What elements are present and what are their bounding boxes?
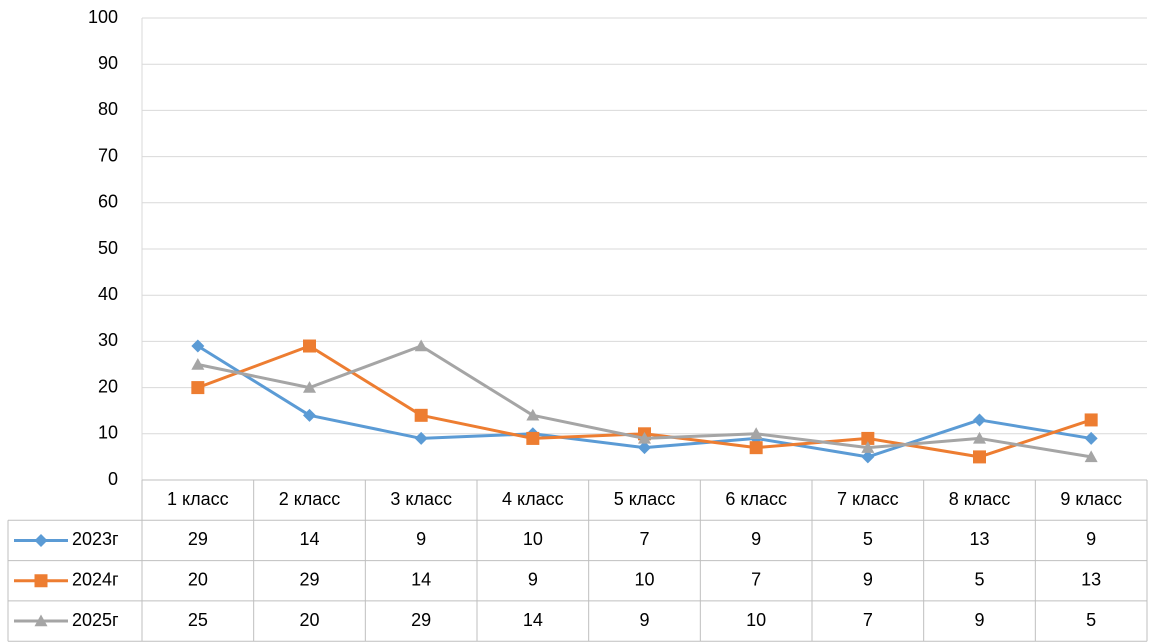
- table-value: 13: [1081, 570, 1101, 590]
- y-tick-label: 100: [88, 7, 118, 27]
- legend-label: 2023г: [72, 529, 119, 549]
- table-value: 5: [974, 570, 984, 590]
- marker: [749, 441, 763, 455]
- marker: [861, 450, 875, 464]
- marker: [861, 431, 875, 445]
- x-tick-label: 2 класс: [279, 489, 341, 509]
- table-value: 9: [416, 529, 426, 549]
- table-value: 9: [528, 570, 538, 590]
- marker: [191, 381, 205, 395]
- legend-label: 2024г: [72, 570, 119, 590]
- marker: [638, 441, 651, 455]
- y-tick-label: 40: [98, 284, 118, 304]
- table-value: 25: [188, 610, 208, 630]
- y-tick-label: 30: [98, 330, 118, 350]
- marker: [191, 358, 205, 370]
- y-tick-label: 20: [98, 376, 118, 396]
- marker: [34, 533, 48, 547]
- table-value: 14: [523, 610, 543, 630]
- marker: [638, 431, 651, 444]
- x-tick-label: 8 класс: [949, 489, 1011, 509]
- table-value: 10: [746, 610, 766, 630]
- table-value: 9: [639, 610, 649, 630]
- table-value: 29: [188, 529, 208, 549]
- x-tick-label: 4 класс: [502, 489, 564, 509]
- table-value: 7: [639, 529, 649, 549]
- marker: [303, 381, 316, 393]
- marker: [34, 614, 48, 627]
- table-value: 14: [411, 570, 431, 590]
- table-value: 10: [523, 529, 543, 549]
- y-tick-label: 50: [98, 238, 118, 258]
- marker: [414, 408, 428, 422]
- table-value: 9: [974, 610, 984, 630]
- marker: [861, 441, 875, 453]
- table-value: 7: [751, 570, 761, 590]
- table-value: 9: [751, 529, 761, 549]
- table-value: 20: [299, 610, 319, 630]
- table-value: 20: [188, 570, 208, 590]
- y-tick-label: 60: [98, 192, 118, 212]
- marker: [1084, 413, 1098, 427]
- marker: [303, 339, 316, 353]
- marker: [973, 413, 986, 427]
- marker: [303, 408, 316, 422]
- table-value: 5: [863, 529, 873, 549]
- x-tick-label: 1 класс: [167, 489, 229, 509]
- y-tick-label: 80: [98, 99, 118, 119]
- x-tick-label: 7 класс: [837, 489, 899, 509]
- marker: [414, 339, 428, 352]
- y-tick-label: 90: [98, 53, 118, 73]
- marker: [973, 450, 986, 464]
- table-value: 14: [299, 529, 319, 549]
- x-tick-label: 9 класс: [1060, 489, 1122, 509]
- x-tick-label: 6 класс: [725, 489, 787, 509]
- table-value: 9: [1086, 529, 1096, 549]
- marker: [34, 574, 48, 588]
- marker: [191, 339, 205, 353]
- marker: [526, 408, 540, 421]
- x-tick-label: 5 класс: [614, 489, 676, 509]
- y-tick-label: 70: [98, 145, 118, 165]
- marker: [749, 427, 763, 439]
- table-value: 29: [299, 570, 319, 590]
- legend-label: 2025г: [72, 610, 119, 630]
- table-value: 13: [969, 529, 989, 549]
- marker: [526, 431, 540, 445]
- table-value: 7: [863, 610, 873, 630]
- table-value: 10: [634, 570, 654, 590]
- marker: [1084, 431, 1098, 445]
- y-tick-label: 0: [108, 469, 118, 489]
- marker: [973, 431, 986, 444]
- marker: [414, 431, 428, 445]
- table-value: 29: [411, 610, 431, 630]
- marker: [1084, 450, 1098, 463]
- y-tick-label: 10: [98, 423, 118, 443]
- table-value: 9: [863, 570, 873, 590]
- table-value: 5: [1086, 610, 1096, 630]
- x-tick-label: 3 класс: [390, 489, 452, 509]
